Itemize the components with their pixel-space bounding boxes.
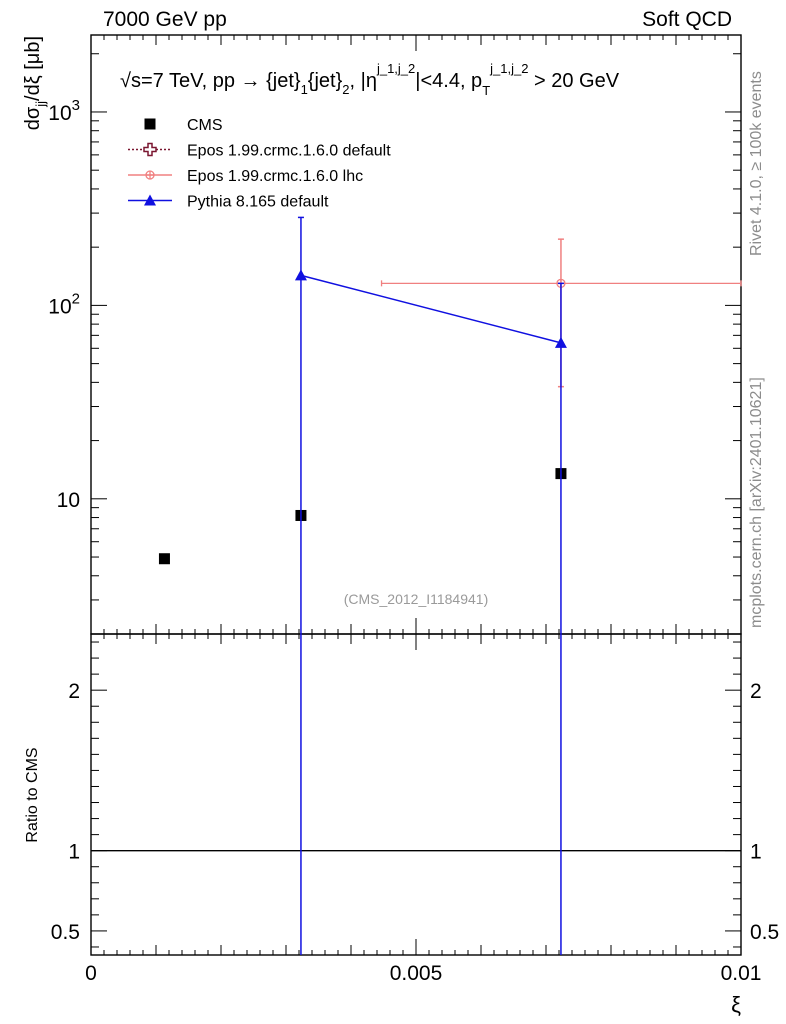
- y-tick-label: 10: [57, 489, 80, 512]
- data-point: [158, 553, 170, 565]
- legend-entry: Epos 1.99.crmc.1.6.0 lhc: [128, 168, 363, 185]
- ratio-y-tick-label-right: 2: [750, 680, 762, 703]
- legend-entry: Epos 1.99.crmc.1.6.0 default: [128, 143, 391, 160]
- legend-marker: [145, 170, 155, 180]
- series-0: [158, 468, 567, 565]
- legend-label: Epos 1.99.crmc.1.6.0 default: [187, 143, 391, 160]
- y-tick-label: 102: [48, 290, 80, 318]
- legend-marker: [143, 142, 157, 157]
- series-3: [294, 216, 567, 634]
- ratio-y-axis-title: Ratio to CMS: [24, 747, 41, 842]
- data-point: [294, 269, 307, 281]
- legend-label: CMS: [187, 117, 223, 134]
- ratio-y-tick-label-right: 0.5: [750, 921, 779, 944]
- legend-label: Pythia 8.165 default: [187, 194, 329, 211]
- category-label: Soft QCD: [642, 8, 732, 31]
- analysis-id-watermark: (CMS_2012_I1184941): [344, 591, 489, 607]
- x-axis-title: ξ: [731, 992, 741, 1017]
- data-point: [554, 336, 567, 348]
- x-tick-label: 0.005: [390, 962, 443, 985]
- legend-label: Epos 1.99.crmc.1.6.0 lhc: [187, 168, 363, 185]
- energy-label: 7000 GeV pp: [103, 8, 227, 31]
- ratio-y-tick-label: 0.5: [51, 921, 80, 944]
- x-tick-label: 0: [85, 962, 97, 985]
- mcplots-label: mcplots.cern.ch [arXiv:2401.10621]: [748, 377, 765, 628]
- ratio-y-tick-label: 1: [68, 841, 80, 864]
- ratio-y-tick-label: 2: [68, 680, 80, 703]
- ratio-plot-frame: [90, 633, 742, 956]
- series-line: [300, 274, 562, 344]
- legend-marker: [144, 194, 156, 206]
- legend-marker: [144, 118, 156, 130]
- legend-entry: CMS: [144, 117, 223, 134]
- chart-title: √s=7 TeV, pp → {jet}1{jet}2, |ηj_1,j_2|<…: [120, 61, 620, 98]
- ratio-y-tick-label-right: 1: [750, 841, 762, 864]
- x-tick-label: 0.01: [721, 962, 762, 985]
- y-axis-title: dσjj/dξ [μb]: [22, 36, 48, 130]
- legend-entry: Pythia 8.165 default: [128, 194, 329, 211]
- rivet-version-label: Rivet 4.1.0, ≥ 100k events: [748, 71, 765, 256]
- y-tick-label: 103: [48, 97, 80, 125]
